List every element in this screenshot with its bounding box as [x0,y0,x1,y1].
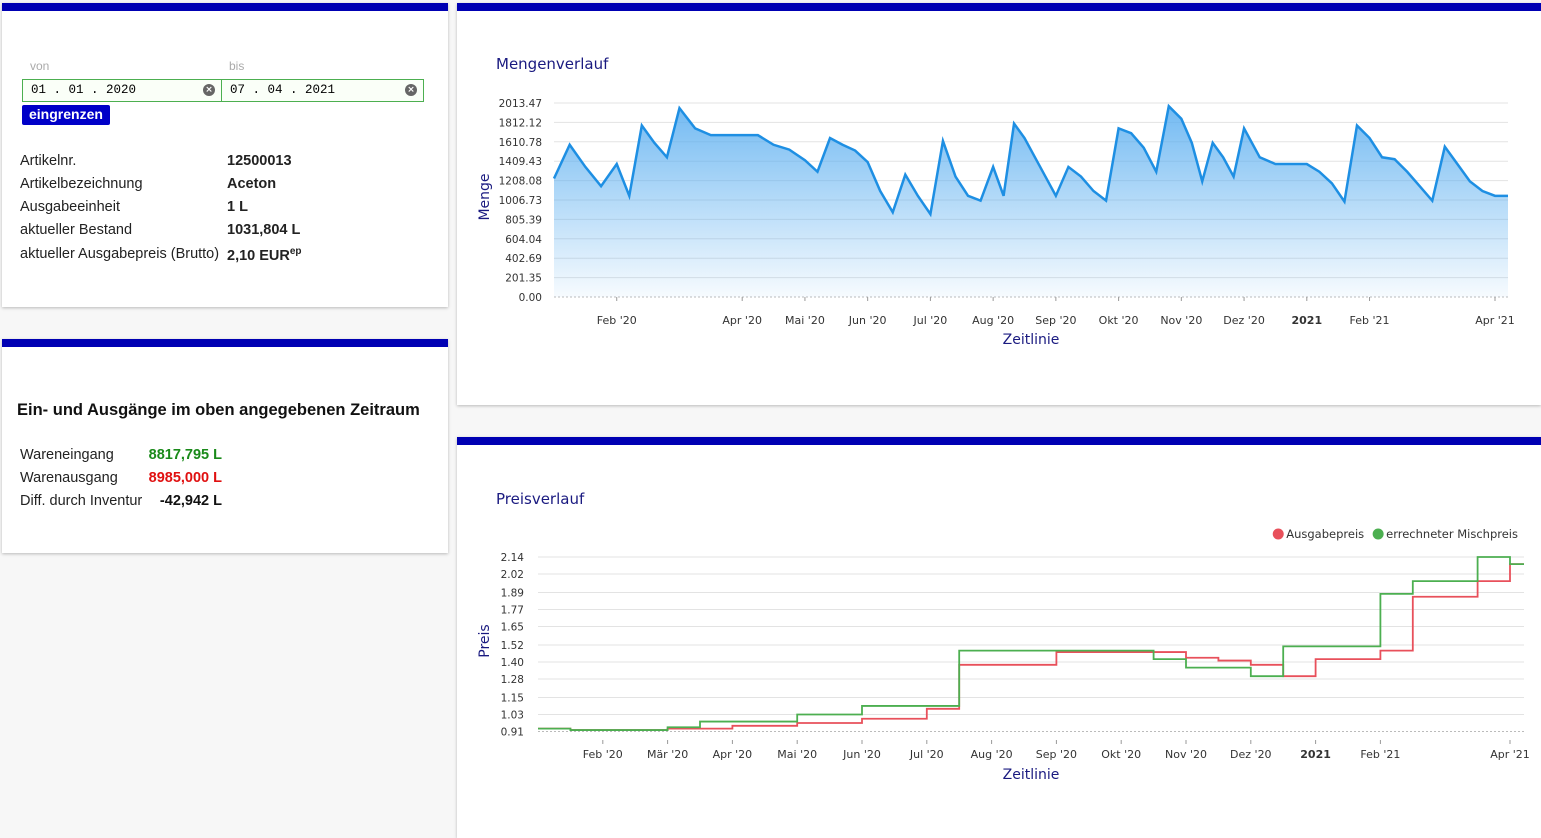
x-tick-label: Sep '20 [1036,748,1077,761]
line [552,103,1508,218]
x-tick-label: Jul '20 [909,748,944,761]
x-tick-label: Mai '20 [785,314,825,327]
legend-marker [1272,528,1284,540]
row-label: Artikelnr. [20,153,77,169]
to-label: bis [229,59,245,73]
legend-marker [1372,528,1384,540]
row-value: 12500013 [227,153,292,169]
x-tick-label: Mär '20 [647,748,688,761]
x-tick-label: Okt '20 [1101,748,1141,761]
x-axis-title: Zeitlinie [1003,767,1060,783]
y-tick-label: 1.40 [501,657,524,669]
y-tick-label: 402.69 [505,253,542,265]
chart-panel [457,437,1541,838]
x-tick-label: Feb '21 [1360,748,1400,761]
y-tick-label: 1.77 [501,604,524,616]
row-label: aktueller Bestand [20,222,133,238]
x-tick-label: Apr '20 [713,748,753,761]
x-tick-label: Dez '20 [1223,314,1265,327]
movements-title: Ein- und Ausgänge im oben angegebenen Ze… [17,401,420,419]
x-tick-label: Sep '20 [1035,314,1076,327]
x-tick-label: Apr '20 [722,314,762,327]
movements-panel: Ein- und Ausgänge im oben angegebenen Ze… [2,339,448,553]
y-tick-label: 2.02 [501,569,524,581]
y-tick-label: 1812.12 [499,117,542,129]
from-label: von [30,59,50,73]
y-tick-label: 1.15 [501,692,524,704]
y-tick-label: 1.65 [501,622,524,634]
y-tick-label: 1.52 [501,640,524,652]
row-value: 1031,804 L [227,222,301,238]
x-tick-label: Feb '21 [1350,314,1390,327]
y-tick-label: 2013.47 [499,98,542,110]
legend-label: errechneter Mischpreis [1386,527,1518,541]
row-value: 8817,795 L [148,447,222,463]
x-tick-label: Okt '20 [1099,314,1139,327]
x-tick-label: Aug '20 [971,748,1013,761]
clear-icon[interactable]: × [203,84,215,96]
to-value: 07 . 04 . 2021 [230,83,336,97]
y-tick-label: 201.35 [505,273,542,285]
from-value: 01 . 01 . 2020 [31,83,137,97]
row-value: Aceton [227,176,277,192]
x-tick-label: Jun '20 [842,748,881,761]
clear-icon[interactable]: × [405,84,417,96]
row-label: aktueller Ausgabepreis (Brutto) [20,246,220,262]
y-axis-title: Preis [477,624,493,657]
x-tick-label: Apr '21 [1475,314,1515,327]
y-tick-label: 1610.78 [499,137,542,149]
unit-suffix: ep [289,246,302,257]
row-value: 8985,000 L [148,470,222,486]
y-tick-label: 1.03 [501,709,524,721]
x-tick-label: Apr '21 [1490,748,1530,761]
y-tick-label: 1409.43 [499,156,542,168]
y-tick-label: 805.39 [505,214,542,226]
x-tick-label: 2021 [1291,314,1322,327]
chart-title: Preisverlauf [496,490,585,508]
row-value: 1 L [227,199,248,215]
x-tick-label: Jul '20 [913,314,948,327]
filter-panel: von bis 01 . 01 . 2020 × 07 . 04 . 2021 × … [2,3,448,307]
y-tick-label: 0.00 [519,292,542,304]
x-tick-label: Feb '20 [597,314,637,327]
y-tick-label: 1006.73 [499,195,542,207]
filter-button[interactable]: eingrenzen [22,105,110,125]
row-value: -42,942 L [159,493,222,509]
line [538,563,1524,731]
row-label: Artikelbezeichnung [20,176,143,192]
y-tick-label: 1.89 [501,587,524,599]
x-tick-label: Mai '20 [777,748,817,761]
row-label: Ausgabeeinheit [20,199,120,215]
row-label: Wareneingang [20,447,114,463]
x-tick-label: Dez '20 [1230,748,1272,761]
x-tick-label: Feb '20 [583,748,623,761]
area [554,106,1508,297]
legend-label: Ausgabepreis [1286,527,1364,541]
x-tick-label: Nov '20 [1160,314,1202,327]
x-tick-label: Nov '20 [1165,748,1207,761]
x-tick-label: Aug '20 [972,314,1014,327]
y-tick-label: 1.28 [501,674,524,686]
chart-title: Mengenverlauf [496,55,609,73]
y-tick-label: 604.04 [505,234,542,246]
line [538,556,1524,731]
y-tick-label: 0.91 [501,726,524,738]
row-label: Warenausgang [20,470,118,486]
x-tick-label: Jun '20 [848,314,887,327]
row-value: 2,10 EURep [227,246,302,264]
y-tick-label: 2.14 [501,552,525,564]
y-tick-label: 1208.08 [499,176,542,188]
from-input[interactable]: 01 . 01 . 2020 × [22,79,222,102]
y-axis-title: Menge [477,173,493,220]
x-axis-title: Zeitlinie [1003,332,1060,348]
x-tick-label: 2021 [1300,748,1331,761]
to-input[interactable]: 07 . 04 . 2021 × [221,79,424,102]
row-label: Diff. durch Inventur [20,493,143,509]
